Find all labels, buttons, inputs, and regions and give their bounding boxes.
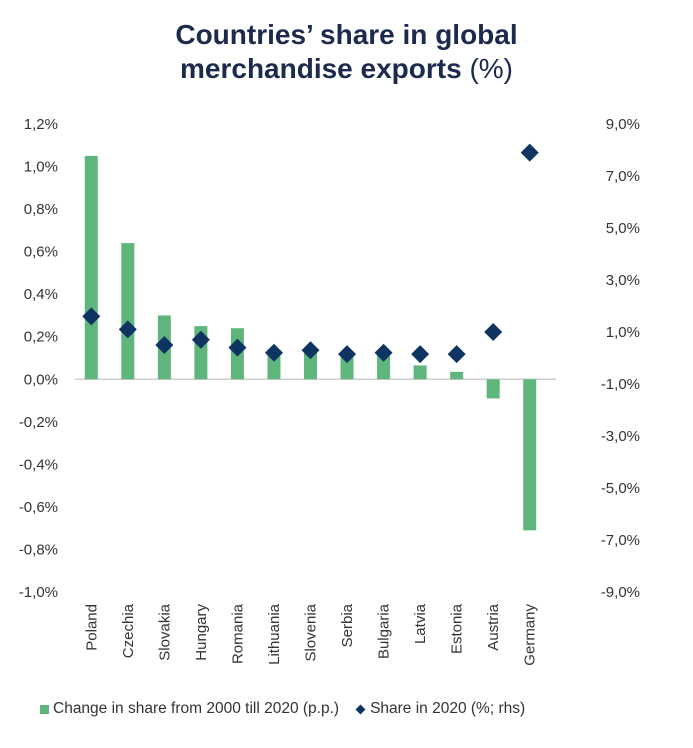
right-tick-label: -5,0%	[601, 480, 640, 497]
legend: Change in share from 2000 till 2020 (p.p…	[40, 700, 525, 718]
category-label: Estonia	[449, 603, 466, 654]
right-tick-label: 7,0%	[606, 168, 640, 185]
right-tick-label: -3,0%	[601, 428, 640, 445]
bar-germany	[523, 379, 537, 531]
marker-serbia	[338, 345, 357, 364]
left-tick-label: 0,6%	[24, 244, 58, 261]
left-tick-label: 1,0%	[24, 159, 58, 176]
marker-series	[82, 143, 539, 364]
marker-czechia	[118, 320, 137, 339]
marker-austria	[484, 323, 503, 341]
category-label: Germany	[522, 604, 539, 666]
category-label: Lithuania	[266, 603, 283, 665]
left-tick-label: -0,8%	[19, 541, 58, 558]
marker-bulgaria	[374, 343, 393, 362]
left-tick-label: -1,0%	[19, 584, 58, 601]
marker-slovakia	[155, 336, 174, 354]
legend-diamond-swatch	[355, 704, 366, 714]
left-tick-label: 0,2%	[24, 329, 58, 346]
chart-title-line2: merchandise exports (%)	[0, 52, 693, 86]
left-tick-label: -0,4%	[19, 456, 58, 473]
right-tick-label: 9,0%	[606, 116, 640, 133]
right-tick-label: -9,0%	[601, 584, 640, 601]
right-tick-label: 1,0%	[606, 324, 640, 341]
marker-slovenia	[301, 341, 320, 360]
right-axis: 9,0% 7,0% 5,0% 3,0% 1,0% -1,0% -3,0% -5,0% -7,0%…	[601, 116, 640, 601]
chart-title: Countries’ share in global merchandise e…	[0, 18, 693, 86]
marker-poland	[82, 307, 101, 326]
marker-romania	[228, 338, 247, 357]
category-label: Hungary	[193, 604, 210, 661]
marker-estonia	[447, 345, 466, 364]
right-tick-label: -1,0%	[601, 376, 640, 393]
category-label: Slovakia	[156, 603, 173, 660]
category-label: Latvia	[412, 603, 429, 644]
bar-estonia	[450, 371, 464, 380]
category-label: Romania	[229, 603, 246, 664]
category-label: Serbia	[339, 603, 356, 647]
left-axis: 1,2% 1,0% 0,8% 0,6% 0,4% 0,2% 0,0% -0,2% -0,4% -0…	[19, 116, 58, 601]
marker-hungary	[191, 330, 210, 349]
category-label: Slovenia	[303, 603, 320, 661]
bar-austria	[486, 379, 500, 399]
legend-bar-swatch	[40, 704, 49, 714]
left-tick-label: 0,4%	[24, 286, 58, 303]
right-tick-label: 3,0%	[606, 272, 640, 289]
left-tick-label: -0,2%	[19, 414, 58, 431]
category-label: Poland	[83, 604, 100, 651]
bar-slovenia	[304, 349, 317, 380]
category-label: Austria	[485, 603, 502, 650]
category-label: Bulgaria	[376, 603, 393, 659]
left-tick-label: -0,6%	[19, 499, 58, 516]
left-tick-label: 1,2%	[24, 116, 58, 133]
right-tick-label: -7,0%	[601, 532, 640, 549]
bar-latvia	[413, 365, 427, 380]
chart-title-line2-bold: merchandise exports	[180, 53, 462, 84]
marker-latvia	[411, 345, 430, 364]
bar-serbia	[340, 353, 354, 380]
bar-poland	[84, 155, 98, 380]
legend-label-change: Change in share from 2000 till 2020 (p.p…	[53, 700, 340, 717]
marker-germany	[520, 143, 539, 162]
category-axis: Poland Czechia Slovakia Hungary Romania Lithu…	[83, 603, 538, 665]
chart-title-unit: (%)	[469, 53, 513, 84]
right-tick-label: 5,0%	[606, 220, 640, 237]
left-tick-label: 0,8%	[24, 201, 58, 218]
category-label: Czechia	[120, 603, 137, 658]
bar-czechia	[121, 243, 135, 380]
legend-label-share: Share in 2020 (%; rhs)	[370, 700, 526, 717]
marker-lithuania	[264, 343, 283, 362]
chart-title-line1: Countries’ share in global	[175, 19, 518, 50]
left-tick-label: 0,0%	[24, 371, 58, 388]
